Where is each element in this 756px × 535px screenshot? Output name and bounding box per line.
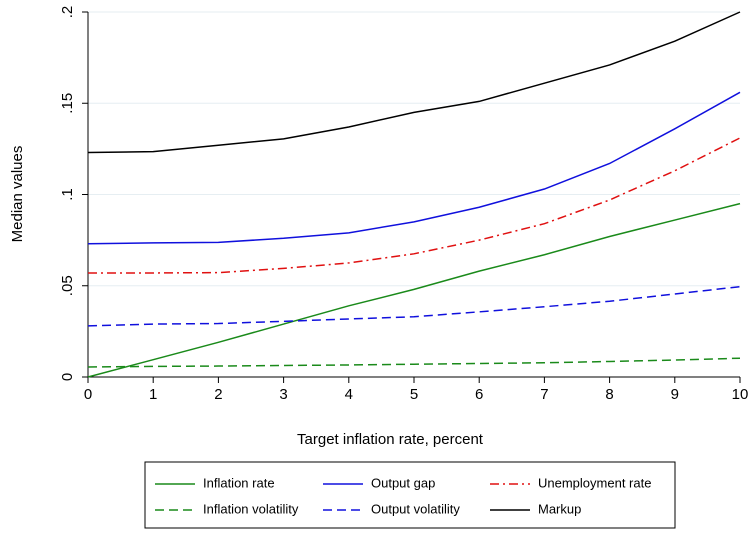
y-tick-label: .1: [59, 188, 76, 201]
y-tick-label: .05: [59, 275, 76, 296]
series-line: [87, 91, 741, 245]
legend-label: Markup: [538, 501, 581, 516]
legend: Inflation rate Output gap Unemployment rat…: [155, 475, 651, 516]
x-tick-label: 10: [732, 386, 749, 403]
x-tick-label: 5: [410, 386, 418, 403]
x-tick-label: 8: [605, 386, 613, 403]
x-axis-label: Target inflation rate, percent: [297, 431, 484, 448]
series-line: [88, 137, 741, 274]
x-tick-label: 9: [671, 386, 679, 403]
x-tick-label: 6: [475, 386, 483, 403]
y-tick-label: .2: [59, 6, 76, 19]
y-axis-label: Median values: [9, 146, 26, 243]
series-line: [87, 202, 741, 378]
x-tick-label: 3: [279, 386, 287, 403]
x-tick-label: 1: [149, 386, 157, 403]
x-tick-label: 2: [214, 386, 222, 403]
series-line: [87, 11, 741, 154]
legend-label: Output gap: [371, 475, 435, 490]
y-tick-label: .15: [59, 93, 76, 114]
y-tick-label: 0: [59, 373, 76, 381]
x-tick-label: 7: [540, 386, 548, 403]
series-line: [87, 285, 741, 327]
legend-label: Inflation rate: [203, 475, 275, 490]
legend-label: Unemployment rate: [538, 475, 651, 490]
legend-box: [144, 461, 676, 529]
x-tick-label: 0: [84, 386, 92, 403]
x-tick-label: 4: [345, 386, 353, 403]
legend-label: Inflation volatility: [203, 501, 299, 516]
series-line: [87, 357, 741, 368]
legend-label: Output volatility: [371, 501, 460, 516]
